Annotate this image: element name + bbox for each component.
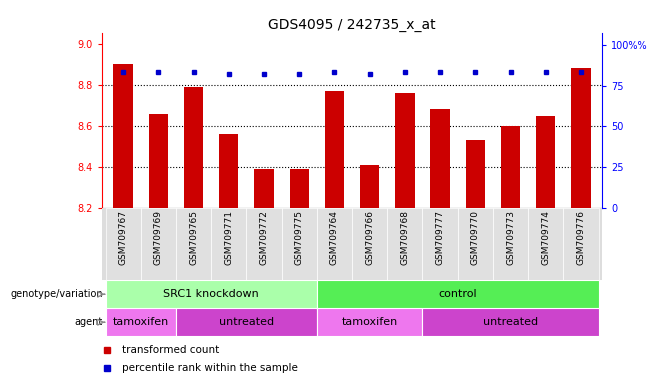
Text: transformed count: transformed count — [122, 345, 219, 355]
Text: GSM709768: GSM709768 — [400, 210, 409, 265]
Text: GSM709774: GSM709774 — [542, 210, 550, 265]
Text: untreated: untreated — [219, 317, 274, 327]
Bar — [352, 208, 388, 280]
Text: tamoxifen: tamoxifen — [113, 317, 169, 327]
Text: GSM709773: GSM709773 — [506, 210, 515, 265]
Text: agent: agent — [74, 317, 103, 327]
Text: GSM709776: GSM709776 — [576, 210, 586, 265]
Bar — [493, 208, 528, 280]
Bar — [466, 140, 485, 208]
Bar — [458, 208, 493, 280]
Text: GSM709771: GSM709771 — [224, 210, 234, 265]
Bar — [536, 116, 555, 208]
Bar — [422, 308, 599, 336]
Bar — [246, 208, 282, 280]
Text: GSM709767: GSM709767 — [118, 210, 128, 265]
Text: GSM709775: GSM709775 — [295, 210, 304, 265]
Bar — [316, 208, 352, 280]
Bar — [219, 134, 238, 208]
Bar — [176, 308, 316, 336]
Title: GDS4095 / 242735_x_at: GDS4095 / 242735_x_at — [268, 18, 436, 32]
Bar — [501, 126, 520, 208]
Bar — [105, 308, 176, 336]
Bar — [211, 208, 246, 280]
Bar — [149, 114, 168, 208]
Text: control: control — [438, 289, 477, 299]
Text: GSM709766: GSM709766 — [365, 210, 374, 265]
Bar — [571, 68, 591, 208]
Bar — [316, 280, 599, 308]
Text: untreated: untreated — [483, 317, 538, 327]
Bar — [325, 91, 344, 208]
Bar — [422, 208, 458, 280]
Bar — [176, 208, 211, 280]
Text: GSM709772: GSM709772 — [259, 210, 268, 265]
Bar — [290, 169, 309, 208]
Text: GSM709764: GSM709764 — [330, 210, 339, 265]
Bar — [528, 208, 563, 280]
Bar — [105, 208, 141, 280]
Text: GSM709777: GSM709777 — [436, 210, 445, 265]
Bar — [360, 165, 379, 208]
Text: GSM709769: GSM709769 — [154, 210, 163, 265]
Bar — [395, 93, 415, 208]
Bar — [563, 208, 599, 280]
Bar — [184, 87, 203, 208]
Text: GSM709765: GSM709765 — [189, 210, 198, 265]
Bar — [141, 208, 176, 280]
Bar — [254, 169, 274, 208]
Bar — [105, 280, 316, 308]
Text: GSM709770: GSM709770 — [470, 210, 480, 265]
Text: tamoxifen: tamoxifen — [342, 317, 398, 327]
Bar — [316, 308, 422, 336]
Text: SRC1 knockdown: SRC1 knockdown — [163, 289, 259, 299]
Bar — [388, 208, 422, 280]
Bar — [282, 208, 316, 280]
Bar — [430, 109, 450, 208]
Bar — [113, 64, 133, 208]
Text: percentile rank within the sample: percentile rank within the sample — [122, 363, 298, 373]
Text: genotype/variation: genotype/variation — [10, 289, 103, 299]
